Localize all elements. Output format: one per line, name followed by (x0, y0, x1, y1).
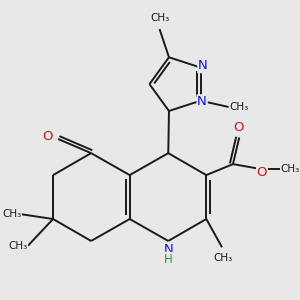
Text: CH₃: CH₃ (280, 164, 300, 174)
Text: CH₃: CH₃ (213, 253, 232, 263)
Text: CH₃: CH₃ (2, 208, 21, 218)
Text: CH₃: CH₃ (229, 102, 249, 112)
Text: N: N (197, 95, 207, 108)
Text: O: O (233, 121, 244, 134)
Text: N: N (164, 243, 173, 256)
Text: CH₃: CH₃ (150, 13, 169, 23)
Text: O: O (43, 130, 53, 143)
Text: H: H (164, 253, 173, 266)
Text: O: O (257, 166, 267, 179)
Text: N: N (198, 59, 208, 73)
Text: CH₃: CH₃ (8, 242, 27, 251)
